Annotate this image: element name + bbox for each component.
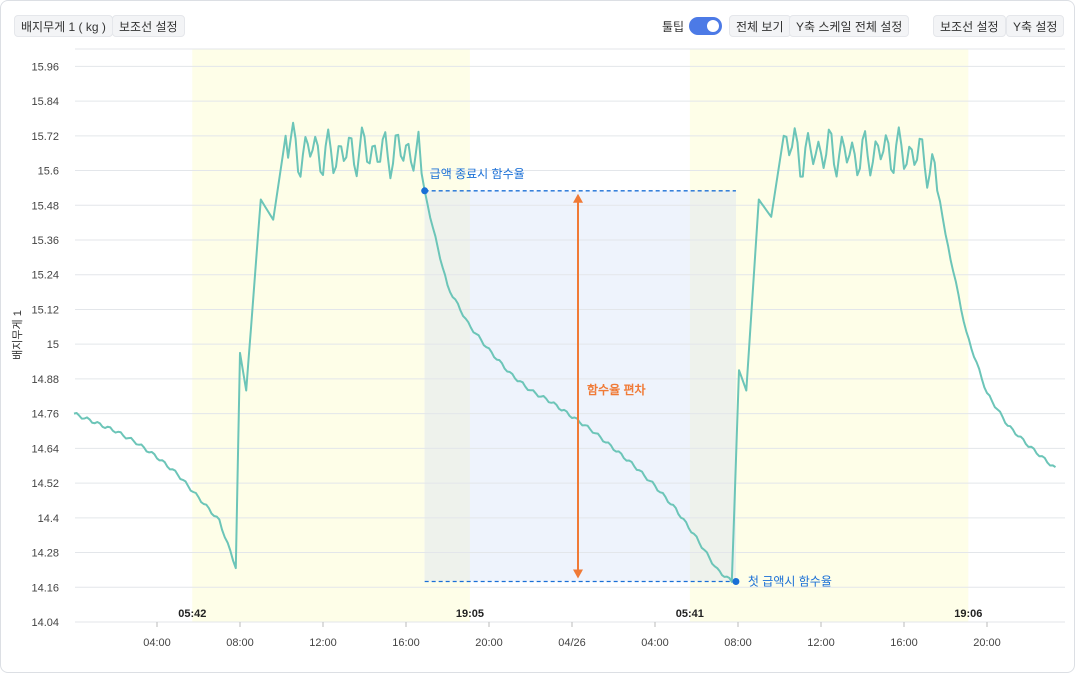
series-line-0 [73,121,1057,583]
y-tick-label: 14.88 [31,374,59,386]
y-tick-label: 14.04 [31,617,59,629]
tooltip-label: 툴팁 [662,20,685,34]
y-tick-label: 14.4 [38,513,59,525]
day-marker-label: 19:06 [954,608,982,620]
y-tick-label: 15 [47,339,59,351]
y-axis-label-button[interactable]: 배지무게 1 ( kg ) [14,15,113,37]
y-tick-label: 15.12 [31,304,59,316]
deviation-label: 함수율 편차 [587,382,646,397]
x-tick-label: 04:00 [641,637,669,649]
x-tick-label: 12:00 [309,637,337,649]
tooltip-toggle[interactable] [689,17,722,35]
y-tick-label: 14.64 [31,443,59,455]
first-point-marker [732,577,740,585]
y-tick-label: 15.84 [31,96,59,108]
y-scale-all-button[interactable]: Y축 스케일 전체 설정 [789,15,910,37]
x-tick-label: 08:00 [226,637,254,649]
end-point-label: 급액 종료시 함수율 [430,167,525,181]
day-marker-label: 19:05 [456,608,484,620]
x-tick-label: 20:00 [973,637,1001,649]
x-tick-label: 04:00 [143,637,171,649]
deviation-arrow-head-bottom [573,569,583,579]
deviation-band [424,190,736,582]
y-axis-title: 배지무게 1 [11,310,24,360]
y-axis-setting-button[interactable]: Y축 설정 [1006,15,1065,37]
first-point-label: 첫 급액시 함수율 [748,574,832,588]
x-tick-label: 12:00 [807,637,835,649]
y-tick-label: 14.52 [31,478,59,490]
x-tick-label: 16:00 [890,637,918,649]
left-guide-setting-button[interactable]: 보조선 설정 [112,15,185,37]
y-tick-label: 14.16 [31,582,59,594]
day-marker-label: 05:42 [178,608,206,620]
y-tick-label: 15.48 [31,200,59,212]
right-guide-setting-button[interactable]: 보조선 설정 [933,15,1006,37]
day-marker-label: 05:41 [676,608,704,620]
x-tick-label: 16:00 [392,637,420,649]
y-tick-label: 15.36 [31,235,59,247]
toggle-knob [707,20,719,32]
y-tick-label: 15.6 [38,166,59,178]
y-tick-label: 14.76 [31,409,59,421]
x-tick-label: 08:00 [724,637,752,649]
overlap-band-1 [689,190,736,582]
overlap-band-0 [424,190,470,582]
y-tick-label: 15.72 [31,131,59,143]
x-tick-label: 20:00 [475,637,503,649]
deviation-arrow-head-top [573,193,583,203]
y-tick-label: 15.24 [31,270,59,282]
y-tick-label: 15.96 [31,61,59,73]
end-point-marker [421,187,429,195]
y-tick-label: 14.28 [31,548,59,560]
x-tick-label: 04/26 [558,637,586,649]
